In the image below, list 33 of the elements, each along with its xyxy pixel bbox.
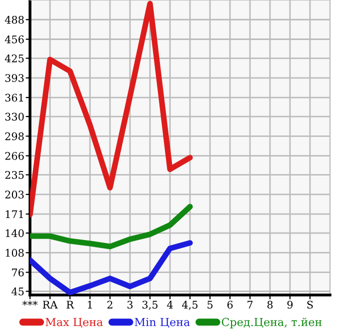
x-tick-label: 3,5 [142, 300, 158, 310]
x-tick-label: 4,5 [182, 300, 198, 310]
y-tick-label: 361 [5, 94, 23, 102]
x-tick-label: 4 [167, 300, 173, 308]
x-tick-label: 7 [248, 300, 253, 308]
y-tick-label: 488 [4, 16, 24, 24]
legend-label: Min Цена [134, 318, 190, 328]
x-tick-label: 8 [267, 300, 273, 309]
y-tick-label: 235 [5, 171, 24, 179]
x-tick-label: 1 [88, 300, 92, 308]
y-tick-label: 393 [5, 74, 24, 82]
y-tick-label: 266 [5, 152, 24, 160]
y-tick-label: 76 [12, 268, 24, 276]
y-tick-label: 330 [5, 112, 24, 121]
x-tick-label: R [66, 300, 74, 308]
y-tick-label: 45 [12, 288, 24, 296]
y-tick-label: 456 [4, 35, 24, 44]
x-tick-label: 3 [127, 300, 133, 309]
y-tick-label: 203 [5, 190, 24, 199]
x-tick-label: 9 [287, 300, 293, 309]
x-tick-label: 2 [107, 300, 112, 308]
y-tick-label: 140 [6, 229, 24, 238]
legend-label: Сред.Цена, т.йен [222, 318, 322, 328]
x-tick-label: 5 [208, 300, 213, 309]
x-tick-label: 6 [227, 300, 233, 309]
y-tick-label: 298 [5, 132, 24, 140]
y-tick-label: 108 [6, 248, 24, 257]
x-tick-label: S [307, 300, 313, 309]
x-tick-label: RA [42, 300, 58, 308]
legend-label: Max Цена [46, 318, 103, 328]
y-tick-label: 171 [6, 210, 23, 218]
y-tick-label: 425 [4, 54, 24, 62]
x-tick-label: *** [22, 300, 38, 306]
